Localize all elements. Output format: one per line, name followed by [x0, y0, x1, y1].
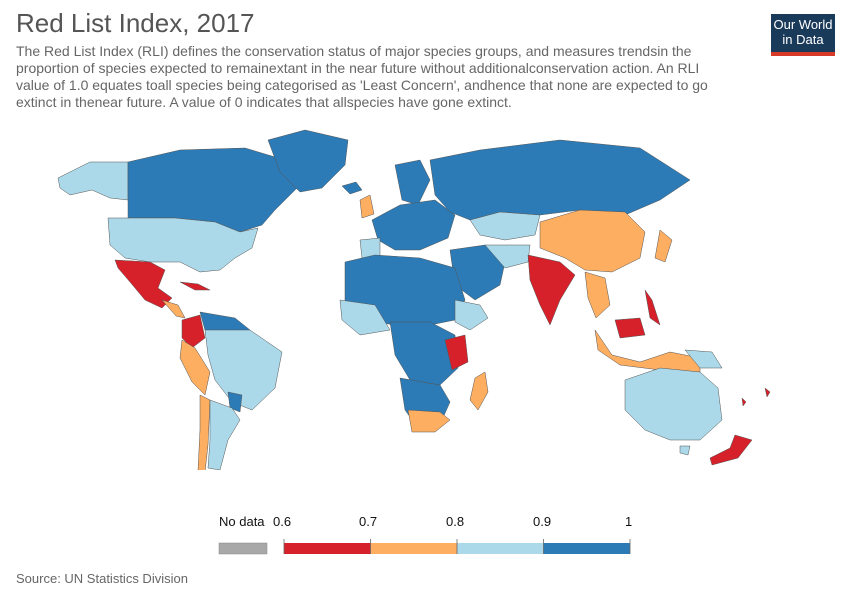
legend-tick-label: 0.7 — [359, 514, 378, 529]
legend-bin-swatch[interactable] — [457, 543, 544, 554]
region-greenland[interactable] — [267, 129, 349, 193]
region-tanzania[interactable] — [444, 334, 469, 371]
region-south-africa[interactable] — [407, 409, 451, 433]
region-alaska[interactable] — [57, 161, 129, 201]
owid-logo[interactable]: Our World in Data — [771, 14, 835, 56]
region-tasmania[interactable] — [679, 445, 691, 456]
chart-subtitle: The Red List Index (RLI) defines the con… — [16, 43, 708, 110]
region-philippines[interactable] — [644, 289, 661, 326]
region-indochina[interactable] — [584, 271, 611, 319]
region-horn-africa[interactable] — [454, 299, 489, 331]
legend-no-data-label: No data — [219, 514, 265, 529]
logo-accent-bar — [771, 52, 835, 56]
legend-tick-label: 0.6 — [273, 514, 292, 529]
region-paraguay[interactable] — [227, 391, 243, 413]
legend-tick-label: 0.9 — [533, 514, 552, 529]
region-new-zealand[interactable] — [709, 434, 753, 466]
legend-tick-label: 0.8 — [446, 514, 465, 529]
region-malaysia[interactable] — [614, 317, 646, 339]
region-china[interactable] — [539, 209, 646, 273]
region-uk[interactable] — [359, 194, 375, 219]
region-papua-new-guinea[interactable] — [684, 349, 723, 369]
region-cuba[interactable] — [179, 281, 211, 291]
region-brazil[interactable] — [204, 329, 283, 411]
region-iran-afghanistan[interactable] — [484, 244, 531, 269]
region-west-africa[interactable] — [339, 299, 391, 336]
region-central-america[interactable] — [161, 299, 186, 319]
region-iceland[interactable] — [341, 181, 363, 195]
region-europe[interactable] — [371, 199, 456, 251]
region-peru[interactable] — [179, 339, 211, 396]
legend-bin-swatch[interactable] — [543, 543, 631, 554]
region-central-africa[interactable] — [389, 321, 459, 386]
region-pacific-islands[interactable] — [741, 387, 771, 407]
region-kazakhstan[interactable] — [469, 211, 541, 241]
region-argentina[interactable] — [207, 399, 241, 470]
logo-line-1: Our World — [773, 17, 833, 32]
source-note: Source: UN Statistics Division — [16, 571, 188, 586]
region-australia[interactable] — [624, 367, 723, 441]
legend-bin-swatch[interactable] — [284, 543, 371, 554]
world-map[interactable] — [0, 120, 850, 470]
region-madagascar[interactable] — [469, 371, 489, 411]
logo-line-2: in Data — [782, 32, 824, 47]
legend-bin-swatch[interactable] — [370, 543, 458, 554]
legend-no-data-swatch[interactable] — [218, 542, 268, 555]
region-usa[interactable] — [107, 217, 259, 273]
region-scandinavia[interactable] — [394, 159, 431, 206]
region-colombia[interactable] — [181, 314, 206, 349]
chart-title: Red List Index, 2017 — [16, 8, 255, 38]
legend-tick-label: 1 — [625, 514, 633, 529]
region-india[interactable] — [527, 254, 576, 326]
region-japan[interactable] — [654, 229, 673, 263]
